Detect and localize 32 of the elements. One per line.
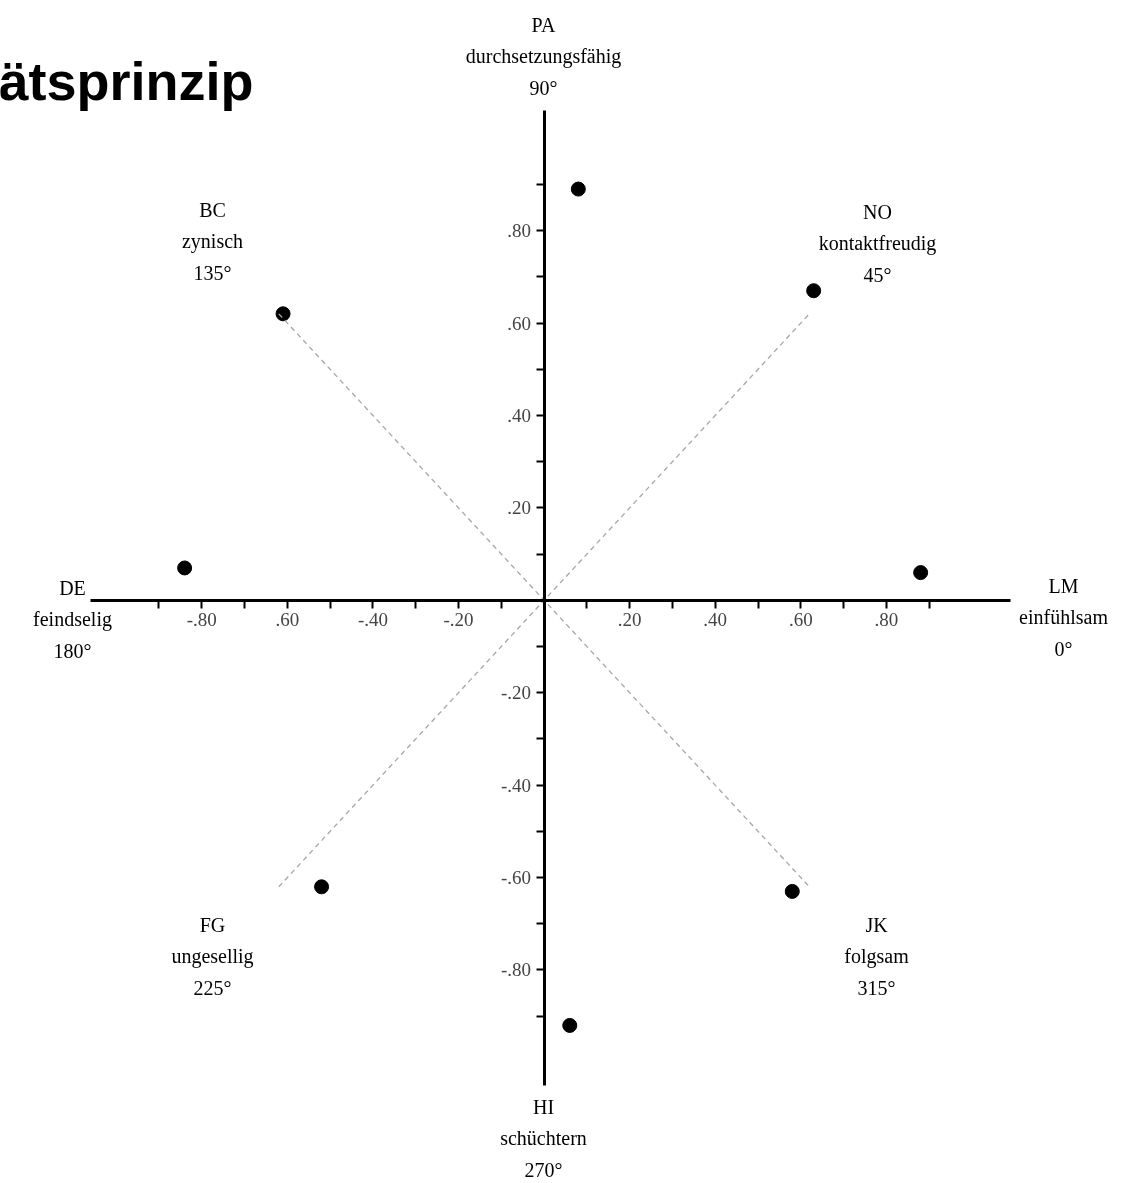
y-tick-label: .60 — [507, 312, 532, 334]
point — [314, 879, 330, 895]
y-tick-label: .40 — [507, 404, 532, 426]
x-tick-label: .60 — [788, 609, 813, 631]
y-tick-label: -.80 — [501, 959, 532, 981]
annotation: FG ungesellig 225° — [171, 913, 254, 1000]
x-tick-label: -.40 — [357, 609, 388, 631]
x-tick-label: -.20 — [443, 609, 474, 631]
y-tick-label: .20 — [507, 497, 532, 519]
point — [784, 883, 800, 899]
x-tick-label: .80 — [874, 609, 899, 631]
point — [913, 565, 929, 581]
y-tick-label: -.40 — [501, 774, 532, 796]
text: HI schüchtern 270° — [500, 1095, 587, 1182]
y-tick-label: -.60 — [501, 867, 532, 889]
point — [806, 283, 822, 299]
annotation: NO kontaktfreudig 45° — [818, 200, 937, 287]
point — [570, 181, 586, 197]
x-tick-label: -.80 — [186, 609, 217, 631]
annotation: JK folgsam 315° — [844, 913, 910, 1000]
x-tick-label: .40 — [703, 609, 728, 631]
point — [275, 306, 291, 322]
x-tick-label: .60 — [275, 609, 300, 631]
text: PA durchsetzungsfähig 90° — [465, 13, 622, 100]
y-tick-label: .80 — [507, 220, 532, 242]
text: LM einfühlsam 0° — [1019, 574, 1109, 661]
x-tick-label: .20 — [617, 609, 642, 631]
y-tick-label: -.20 — [501, 682, 532, 704]
annotation: BC zynisch 135° — [181, 198, 244, 285]
annotation: DE feindselig 180° — [33, 576, 112, 663]
point — [562, 1017, 578, 1033]
point — [177, 560, 193, 576]
